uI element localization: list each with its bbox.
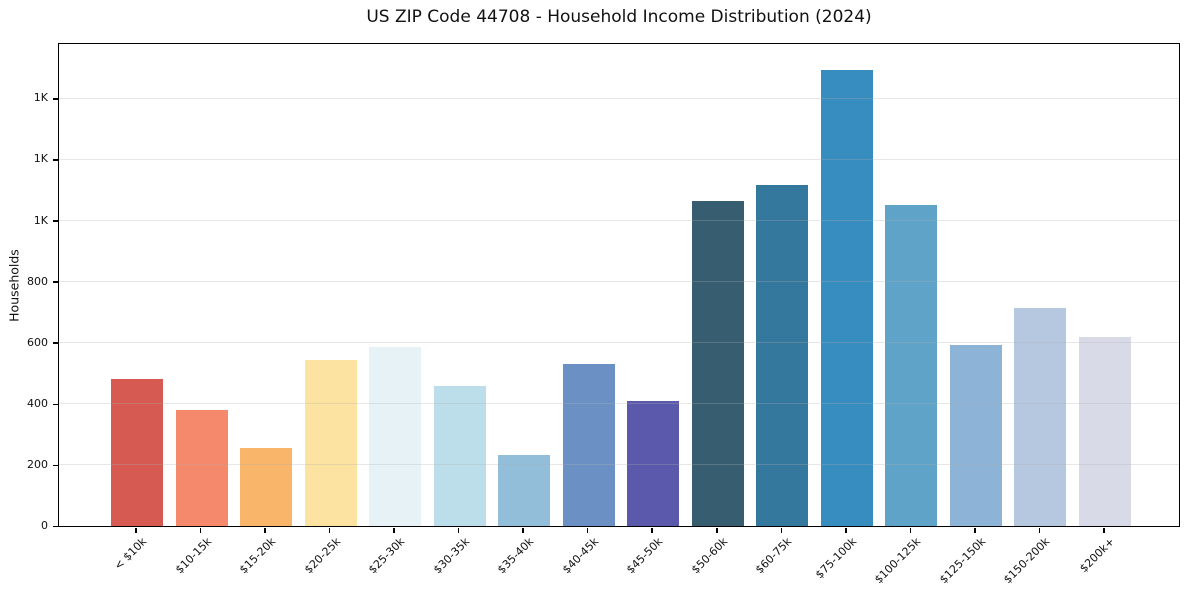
bar-30-35k: [433, 385, 486, 526]
bar-150-200k: [1014, 307, 1067, 526]
gridline-1400: [59, 97, 1179, 99]
x-tick-mark: [586, 528, 589, 533]
bar-50-60k: [691, 200, 744, 526]
gridline-1000: [59, 220, 1179, 222]
y-tick-label: 600: [27, 335, 48, 349]
bar-100-125k: [885, 205, 938, 526]
bar-40-45k: [562, 363, 615, 526]
y-tick-label: 1K: [33, 213, 48, 227]
x-tick-mark: [264, 528, 266, 533]
gridline-200: [59, 464, 1179, 466]
gridline-800: [59, 281, 1179, 283]
x-tick-mark: [457, 528, 460, 533]
y-tick-label: 0: [41, 519, 48, 532]
x-tick-mark: [716, 528, 718, 533]
bar-20-25k: [304, 360, 357, 526]
y-tick-mark: [53, 464, 58, 467]
y-tick-label: 200: [27, 457, 48, 471]
gridline-1200: [59, 158, 1179, 160]
x-tick-mark: [393, 528, 395, 533]
bar-125-150k: [949, 345, 1002, 526]
x-tick-mark: [522, 528, 524, 533]
bar-10-15k: [175, 409, 228, 526]
bar-200k: [1078, 336, 1131, 526]
x-tick-mark: [845, 528, 847, 533]
gridline-600: [59, 342, 1179, 344]
y-tick-mark: [53, 342, 58, 344]
bar-35-40k: [498, 454, 551, 526]
plot-area: [58, 43, 1180, 527]
y-tick-mark: [53, 403, 58, 406]
x-tick-mark: [1038, 528, 1041, 533]
x-tick-mark: [974, 528, 976, 533]
x-tick-mark: [651, 528, 653, 533]
bar-25-30k: [369, 347, 422, 526]
y-tick-mark: [53, 159, 58, 161]
x-tick-mark: [135, 528, 137, 533]
y-tick-label: 800: [27, 274, 48, 288]
x-tick-mark: [1103, 528, 1105, 533]
x-tick-label: < $10k: [111, 535, 150, 573]
x-tick-mark: [909, 528, 912, 533]
bar-15-20k: [240, 448, 293, 526]
x-tick-mark: [328, 528, 331, 533]
y-tick-label: 400: [27, 396, 48, 410]
bar-45-50k: [627, 401, 680, 526]
y-tick-mark: [53, 220, 58, 222]
y-tick-label: 1K: [33, 91, 48, 105]
bar-75-100k: [820, 70, 873, 526]
bar-10k: [111, 379, 163, 526]
y-tick-label: 1K: [33, 152, 48, 166]
x-tick-mark: [199, 528, 202, 533]
gridline-400: [59, 403, 1179, 405]
chart-title: US ZIP Code 44708 - Household Income Dis…: [366, 7, 872, 27]
y-tick-mark: [53, 525, 58, 528]
bar-60-75k: [756, 185, 809, 526]
y-tick-mark: [53, 98, 58, 100]
y-tick-mark: [53, 281, 58, 283]
x-tick-mark: [780, 528, 783, 533]
